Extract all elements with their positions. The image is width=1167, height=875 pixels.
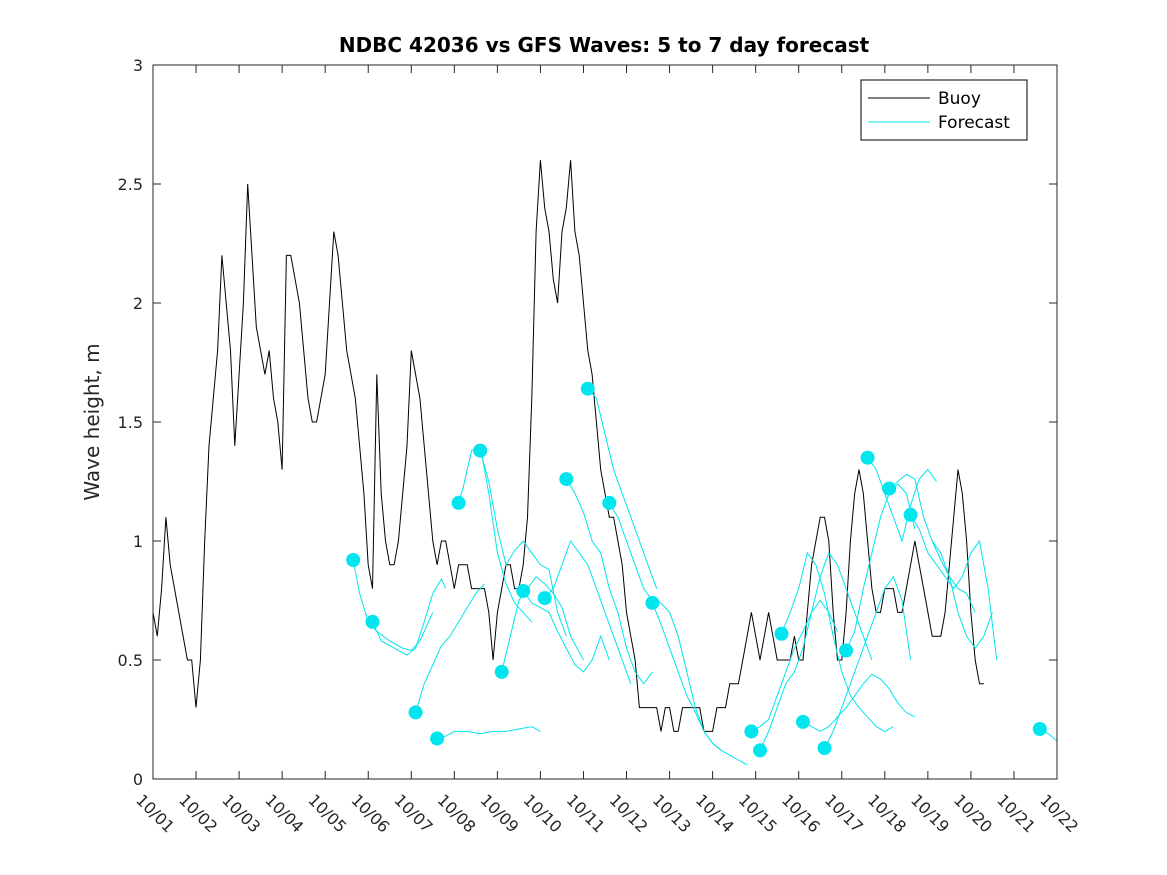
forecast-start-marker [537,591,552,606]
forecast-start-marker [796,714,810,729]
forecast-start-marker [860,450,875,465]
forecast-series-line [608,502,748,766]
axes-box [152,64,1058,780]
y-tick-label: 2.5 [118,175,143,194]
forecast-series-line [824,575,912,749]
forecast-start-marker [451,495,466,510]
forecast-series-line [501,575,584,673]
legend-buoy-label: Buoy [938,89,981,109]
forecast-series-line [522,590,610,673]
forecast-start-marker [903,507,918,522]
legend: Buoy Forecast [860,79,1028,141]
y-tick-label: 1 [133,532,143,551]
y-tick-label: 0 [133,770,143,789]
forecast-start-marker [516,584,531,598]
forecast-series-line [931,540,993,649]
forecast-start-marker [1032,722,1047,736]
y-axis-label: Wave height, m [80,343,104,500]
forecast-start-marker [408,705,423,720]
legend-forecast-label: Forecast [938,113,1010,133]
forecast-start-marker [580,381,595,396]
forecast-start-marker [559,472,574,487]
data-layer [153,160,1057,766]
legend-box [860,79,1028,141]
y-tick-label: 1.5 [118,413,143,432]
forecast-series-line [587,388,658,589]
forecast-series-line [372,578,447,656]
forecast-start-marker [494,664,509,679]
forecast-start-marker [817,741,832,756]
y-tick-label: 2 [133,294,143,313]
forecast-series-line [845,483,916,651]
forecast-series-line [415,583,485,713]
chart-title: NDBC 42036 vs GFS Waves: 5 to 7 day fore… [339,33,870,57]
forecast-series-line [651,602,722,751]
forecast-series-line [565,478,653,685]
forecast-series-line [867,457,937,543]
y-tick-label: 0.5 [118,651,143,670]
forecast-start-marker [744,724,759,739]
forecast-series-line [910,514,998,661]
forecast-series-line [458,445,533,623]
forecast-start-marker [839,643,854,658]
forecast-start-marker [602,495,617,510]
forecast-series-line [781,551,894,732]
forecast-start-marker [346,553,361,567]
plot-area: 00.511.522.5310/0110/0210/0310/0410/0510… [118,56,1083,836]
forecast-start-marker [473,443,488,458]
forecast-series-line [751,599,838,732]
forecast-start-marker [645,595,660,610]
forecast-series-line [802,673,916,732]
forecast-start-marker [753,743,767,758]
forecast-series-line [544,539,632,684]
forecast-series-line [759,551,873,751]
plot-background [153,65,1057,779]
forecast-series-line [479,450,567,637]
forecast-start-marker [774,626,789,641]
y-tick-label: 3 [133,56,143,75]
forecast-start-marker [882,481,897,496]
forecast-start-marker [365,614,380,629]
forecast-series-line [436,726,541,739]
buoy-series-line [153,160,984,732]
forecast-start-marker [430,731,445,746]
